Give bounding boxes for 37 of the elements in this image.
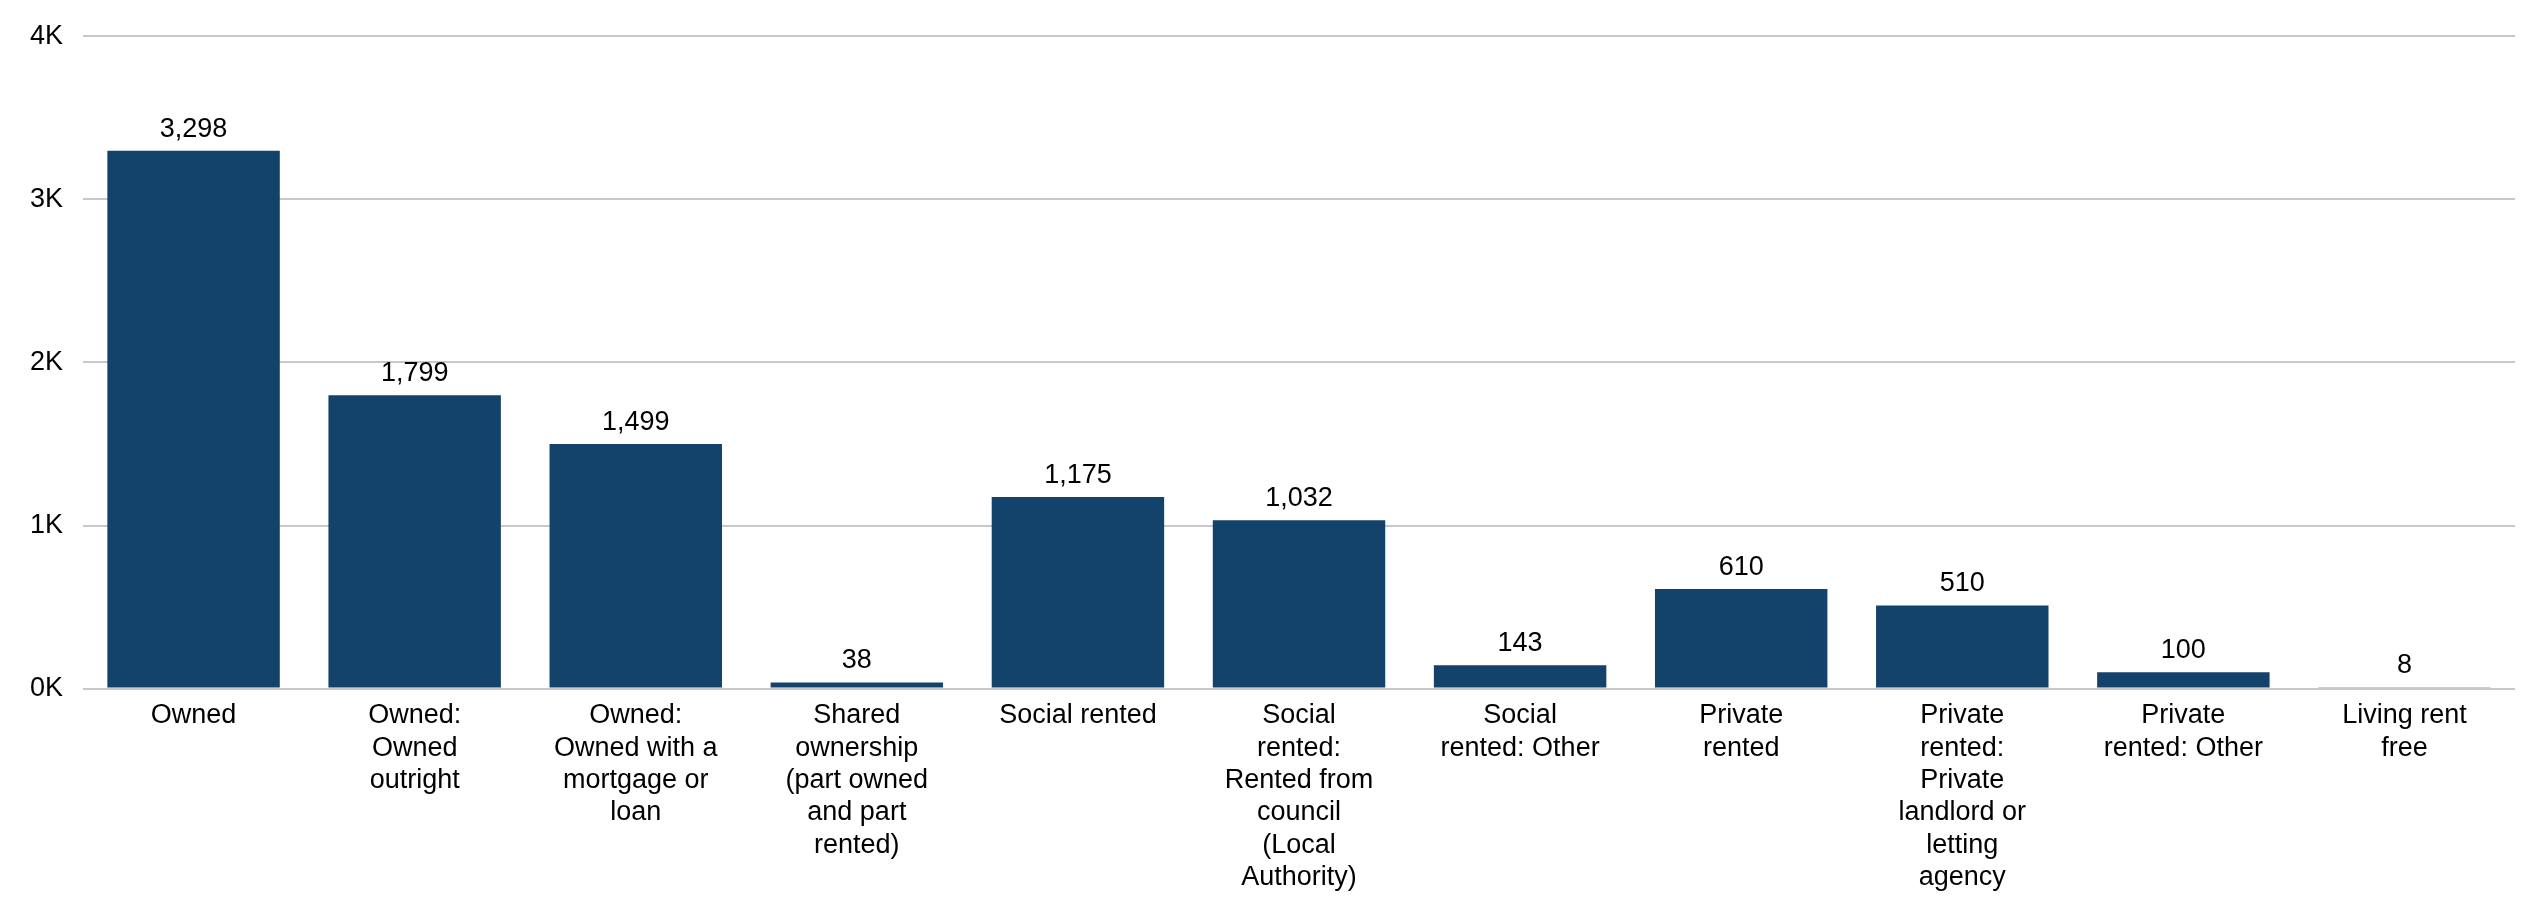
bar: [991, 496, 1165, 688]
x-tick-label: Social rented: [999, 699, 1157, 730]
x-tick-label: Private rented: Other: [2103, 699, 2263, 762]
data-label: 8: [2396, 649, 2412, 680]
x-tick-label: Social rented: Rented from council (Local Authority): [1224, 699, 1374, 892]
data-label: 1,175: [1044, 458, 1112, 489]
y-tick-label: 4K: [29, 19, 64, 50]
data-label: 610: [1718, 551, 1764, 582]
x-tick-label: Social rented: Other: [1440, 699, 1600, 762]
data-label: 510: [1939, 567, 1985, 598]
data-label: 3,298: [159, 112, 228, 143]
bar: [1212, 520, 1386, 688]
bar: [2097, 672, 2270, 688]
data-label: 1,799: [380, 357, 449, 388]
data-label: 38: [841, 644, 872, 675]
y-tick-label: 0K: [29, 672, 64, 703]
x-tick-label: Owned: Owned outright: [368, 699, 462, 795]
x-tick-label: Private rented: Private landlord or letting agency: [1898, 699, 2027, 892]
bar: [1876, 605, 2049, 688]
x-tick-label: Owned: Owned with a mortgage or loan: [553, 699, 719, 827]
bar: [770, 682, 944, 688]
data-label: 1,032: [1265, 482, 1333, 513]
data-label: 100: [2160, 634, 2206, 665]
x-tick-label: Private rented: [1699, 699, 1784, 762]
y-tick-label: 3K: [29, 182, 64, 213]
y-tick-label: 2K: [29, 345, 64, 376]
bar: [107, 150, 280, 688]
bar: [328, 395, 501, 688]
bar: [1433, 665, 1607, 688]
y-tick-label: 1K: [29, 508, 64, 539]
x-tick-label: Owned: [150, 699, 237, 730]
data-label: 1,499: [601, 406, 670, 437]
bar: [549, 444, 722, 688]
x-tick-label: Living rent free: [2342, 699, 2468, 762]
x-tick-label: Shared ownership (part owned and part rented): [785, 699, 929, 859]
data-label: 143: [1497, 627, 1543, 658]
bar: [1654, 589, 1828, 688]
